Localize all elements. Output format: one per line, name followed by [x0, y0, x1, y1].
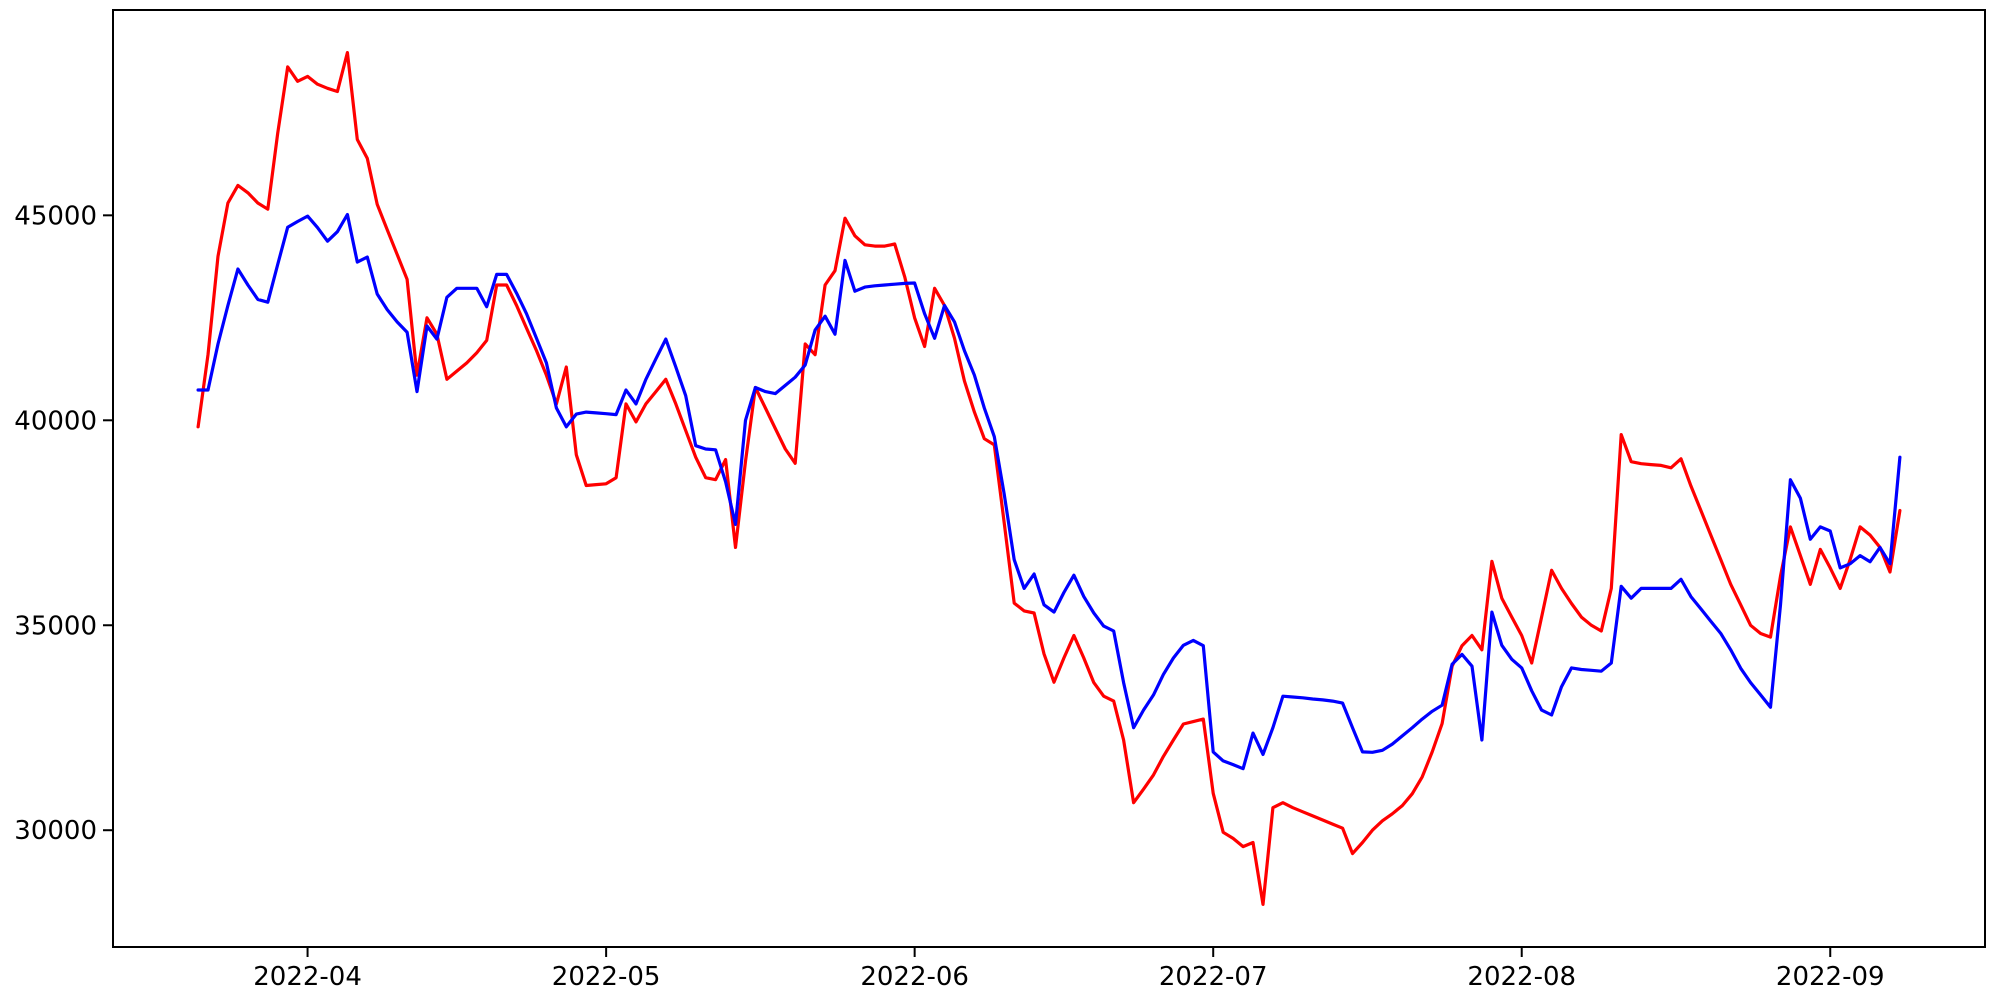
x-tick-label: 2022-05 [552, 962, 661, 992]
x-tick-label: 2022-06 [860, 962, 969, 992]
red-line [196, 50, 1902, 907]
axes-frame [112, 9, 1986, 948]
y-tick-label: 40000 [14, 406, 97, 436]
x-tick-label: 2022-08 [1467, 962, 1576, 992]
x-tick-label: 2022-04 [253, 962, 362, 992]
x-tick-label: 2022-07 [1159, 962, 1268, 992]
y-tick-label: 30000 [14, 816, 97, 846]
y-tick-label: 45000 [14, 201, 97, 231]
x-tick-label: 2022-09 [1776, 962, 1885, 992]
blue-line [196, 212, 1902, 771]
y-tick-label: 35000 [14, 611, 97, 641]
